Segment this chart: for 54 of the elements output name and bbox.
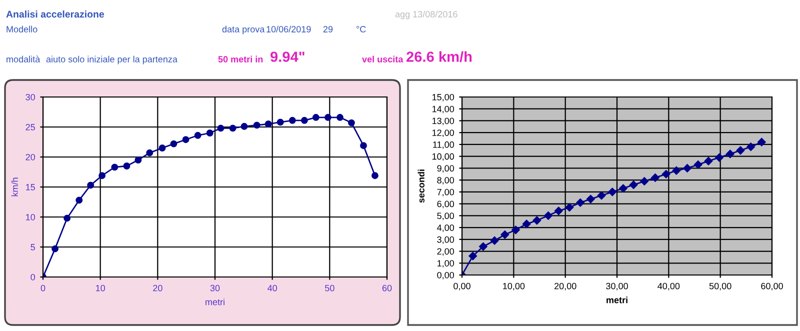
y-tick-label: 13,00 — [432, 118, 454, 126]
text: vel uscita — [362, 56, 404, 62]
y-tick-label: 0,00 — [437, 272, 454, 280]
y-tick-label: 15,00 — [432, 94, 454, 102]
y-tick-label: 20 — [26, 154, 36, 160]
x-tick-label: 50,00 — [709, 282, 732, 290]
y-tick-label: 5,00 — [437, 212, 454, 220]
text: Modello — [6, 26, 38, 32]
text: Analisi accelerazione — [6, 10, 104, 18]
y-tick-label: 6,00 — [437, 200, 454, 208]
x-tick-label: 0,00 — [454, 282, 470, 290]
y-tick-label: 5 — [30, 244, 35, 250]
y-tick-label: 30 — [26, 94, 36, 100]
x-tick-label: 20,00 — [554, 282, 576, 290]
y-tick-label: 25 — [26, 124, 35, 130]
text: °C — [356, 26, 366, 32]
y-tick-label: 10 — [26, 214, 36, 220]
y-axis-title: km/h — [11, 178, 18, 196]
text: 29 — [323, 26, 333, 32]
y-tick-label: 0 — [30, 274, 36, 280]
y-tick-label: 15 — [26, 184, 35, 190]
y-tick-label: 7,00 — [437, 188, 454, 196]
text: agg 13/08/2016 — [395, 10, 458, 20]
y-tick-label: 8,00 — [437, 177, 454, 184]
x-tick-label: 0 — [40, 284, 46, 292]
x-tick-label: 60,00 — [761, 282, 783, 290]
y-tick-label: 14,00 — [432, 106, 454, 114]
y-tick-label: 1,00 — [437, 260, 454, 268]
x-axis-title: metri — [606, 296, 628, 304]
y-tick-label: 9,00 — [437, 165, 454, 173]
text: modalità — [6, 56, 40, 62]
x-tick-label: 10 — [96, 284, 105, 292]
x-tick-label: 40 — [268, 284, 277, 292]
text: 9.94" — [270, 52, 304, 62]
x-tick-label: 10,00 — [503, 282, 525, 290]
x-tick-label: 30,00 — [606, 282, 628, 290]
y-tick-label: 11,00 — [433, 141, 454, 149]
y-tick-label: 12,00 — [432, 130, 454, 138]
y-axis-title: secondi — [418, 170, 424, 203]
x-tick-label: 20 — [153, 284, 162, 292]
y-tick-label: 2,00 — [437, 248, 454, 256]
text: aiuto solo iniziale per la partenza — [46, 56, 178, 64]
text: 10/06/2019 — [266, 26, 311, 32]
x-tick-label: 50 — [325, 284, 334, 292]
x-tick-label: 30 — [210, 284, 220, 292]
text: 26.6 km/h — [406, 51, 472, 62]
x-axis-title: metri — [206, 298, 224, 306]
x-tick-label: 40,00 — [658, 282, 680, 290]
y-tick-label: 3,00 — [437, 236, 454, 244]
y-tick-label: 10,00 — [432, 153, 454, 161]
y-tick-label: 4,00 — [437, 224, 454, 232]
text: data prova — [222, 26, 265, 34]
text: 50 metri in — [218, 56, 263, 62]
x-tick-label: 60 — [382, 284, 392, 292]
